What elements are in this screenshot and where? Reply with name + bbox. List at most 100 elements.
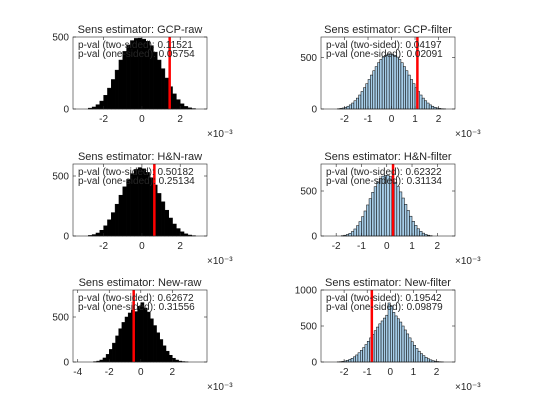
histogram-bar: [381, 56, 385, 110]
histogram-panel: -2 -1 0 1 2 0 500 1000 ×10⁻³ Sens estimator: New-…: [295, 277, 481, 393]
histogram-bar: [348, 104, 352, 110]
pval-one-sided: p-val (one-sided): 0.31134: [326, 176, 442, 187]
histogram-bar: [403, 329, 407, 363]
histogram-bar: [361, 216, 365, 237]
x-tick-label: 2: [170, 367, 176, 378]
histogram-bar: [410, 79, 413, 110]
x-tick-label: 2: [434, 367, 440, 378]
histogram-bar: [404, 204, 408, 237]
histogram-bar: [394, 315, 398, 363]
histogram-bar: [176, 99, 181, 110]
histogram-bar: [421, 97, 425, 110]
x-tick-label: 1: [409, 241, 415, 252]
histogram-bar: [396, 186, 400, 237]
histogram-bar: [383, 317, 386, 363]
histogram-bar: [146, 311, 151, 363]
histogram-bar: [114, 69, 120, 110]
histogram-bar: [353, 228, 357, 237]
histogram-bar: [414, 225, 418, 237]
y-tick-label: 500: [300, 187, 317, 198]
panel-title: Sens estimator: New-raw: [79, 277, 202, 289]
panel-title: Sens estimator: GCP-filter: [324, 24, 452, 36]
x-tick-label: 2: [177, 241, 183, 252]
histogram-bar: [374, 66, 378, 110]
histogram-bar: [363, 87, 366, 110]
histogram-bar: [99, 229, 104, 237]
histogram-bar: [424, 100, 428, 110]
pval-two-sided: p-val (two-sided): 0.19542: [326, 293, 442, 304]
histogram-bar: [386, 54, 390, 110]
histogram-bar: [376, 181, 380, 237]
histogram-bar: [99, 100, 104, 110]
histogram-bar: [124, 316, 129, 363]
histogram-bar: [168, 217, 173, 237]
histogram-bar: [419, 94, 423, 110]
histogram-bar: [143, 307, 148, 363]
histogram-bar: [426, 102, 430, 110]
histogram-bar: [179, 103, 185, 110]
histogram-bar: [419, 231, 423, 237]
histogram-bar: [122, 186, 127, 237]
histogram-bar: [401, 197, 405, 237]
histogram-bar: [405, 70, 409, 110]
y-tick-label: 0: [63, 358, 69, 369]
histogram-bar: [107, 87, 112, 110]
pval-two-sided: p-val (two-sided): 0.62672: [78, 293, 194, 304]
x-axis-multiplier: ×10⁻³: [207, 129, 233, 140]
pval-one-sided: p-val (one-sided): 0.25134: [78, 176, 195, 187]
histogram-bar: [416, 228, 420, 237]
histogram-bar: [118, 59, 124, 110]
axes-box: [320, 36, 456, 110]
histogram-bar: [394, 181, 398, 237]
histogram-bar: [428, 104, 432, 110]
histogram-bar: [368, 198, 372, 237]
histogram-bar: [164, 209, 169, 237]
axes-box: [320, 163, 456, 237]
histogram-bar: [427, 358, 430, 363]
pval-one-sided: p-val (one-sided): 0.02091: [326, 49, 443, 60]
y-tick-label: 500: [52, 33, 69, 44]
histogram-panel: -2 0 2 0 500 ×10⁻³ Sens estimator: H&N-raw p-va…: [52, 151, 233, 267]
histogram-bar: [391, 54, 395, 110]
histogram-bar: [351, 231, 355, 237]
histogram-bar: [358, 221, 362, 237]
x-tick-label: 2: [177, 114, 183, 125]
x-axis-multiplier: ×10⁻³: [455, 382, 481, 393]
histogram-bar: [395, 56, 399, 110]
histogram-bar: [346, 105, 350, 110]
histogram-bar: [413, 345, 416, 363]
histogram-bar: [378, 178, 382, 237]
histogram-bar: [350, 358, 354, 363]
y-tick-label: 500: [300, 53, 317, 64]
histogram-bar: [362, 347, 366, 363]
histogram-bar: [390, 305, 393, 363]
histogram-bar: [373, 330, 377, 363]
pval-one-sided: p-val (one-sided): 0.05754: [78, 49, 195, 60]
histogram-bar: [412, 83, 416, 110]
histogram-bar: [392, 312, 396, 363]
histogram-bar: [183, 233, 189, 237]
pval-two-sided: p-val (two-sided): 0.11521: [78, 40, 193, 51]
x-tick-label: 0: [139, 114, 145, 125]
y-tick-label: 0: [63, 232, 69, 243]
histogram-bar: [95, 104, 101, 110]
histogram-panel: -2 -1 0 1 2 0 500 ×10⁻³ Sens estimator: GCP-filt…: [300, 24, 481, 140]
histogram-bar: [410, 341, 414, 363]
histogram-bar: [183, 106, 189, 110]
histogram-bar: [156, 193, 162, 237]
histogram-bar: [109, 349, 113, 363]
histogram-bar: [153, 51, 158, 110]
histogram-bar: [156, 332, 160, 363]
histogram-bar: [121, 322, 126, 363]
histogram-bar: [403, 66, 406, 110]
histogram-bar: [360, 91, 364, 110]
histogram-bar: [384, 55, 388, 110]
histogram-bar: [103, 225, 108, 237]
histogram-bar: [370, 74, 373, 110]
x-tick-label: 1: [412, 114, 418, 125]
x-tick-label: 0: [388, 367, 394, 378]
histogram-bar: [122, 51, 127, 110]
histogram-bar: [385, 314, 389, 363]
histogram-bar: [355, 354, 359, 363]
histogram-bar: [406, 333, 410, 363]
